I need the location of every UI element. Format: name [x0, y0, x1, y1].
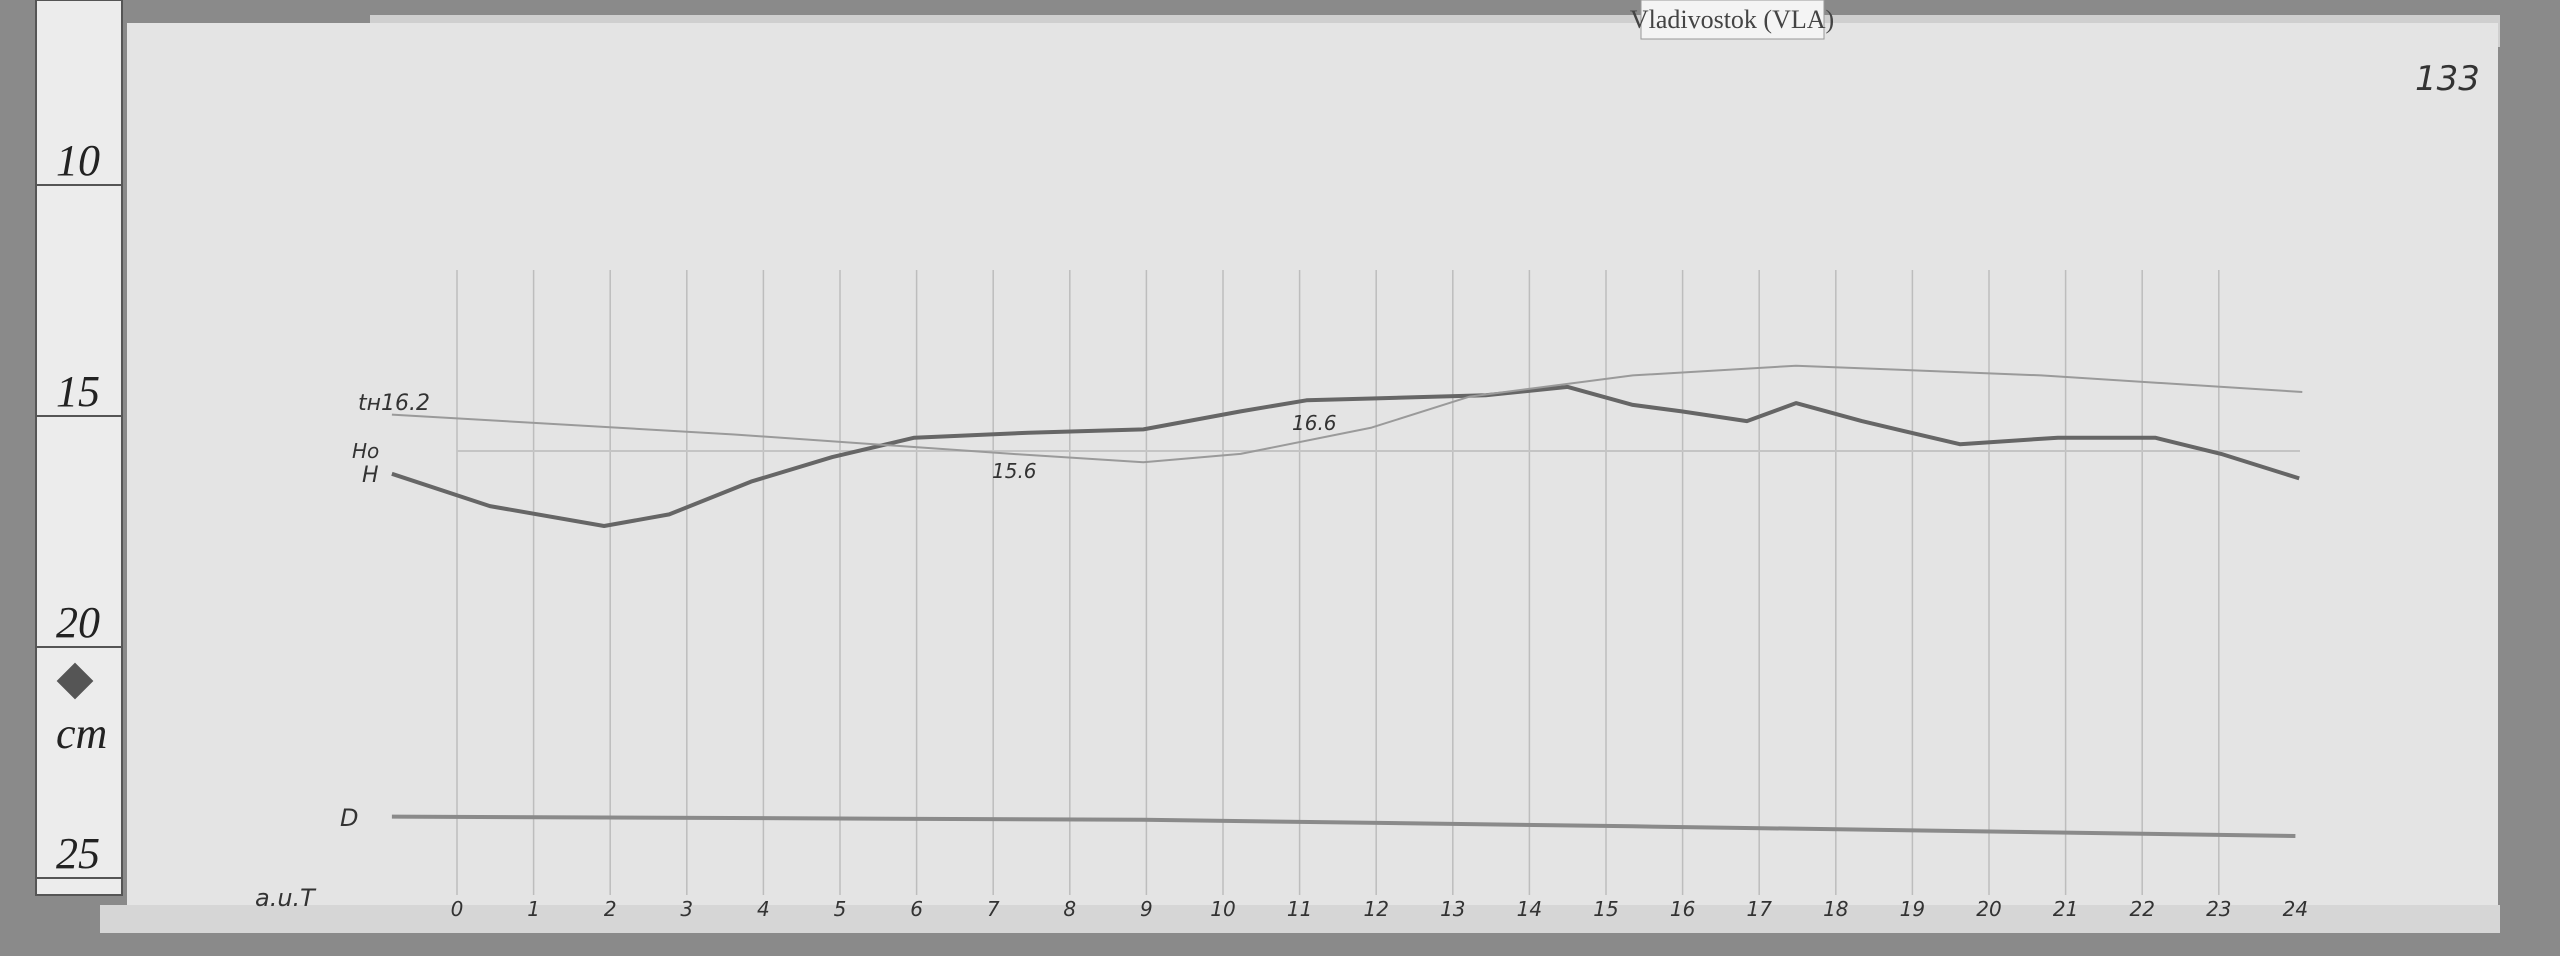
- temp-min-label: 15.6: [992, 459, 1037, 483]
- hour-tick-label: 1: [527, 897, 540, 921]
- hour-tick-label: 10: [1210, 897, 1235, 921]
- bottom-strip: [100, 905, 2500, 933]
- hour-tick-label: 24: [2283, 897, 2308, 921]
- ruler-unit: cm: [56, 709, 107, 758]
- hour-tick-label: 3: [680, 897, 693, 921]
- traces: [391, 364, 2303, 838]
- hour-tick-label: 14: [1517, 897, 1542, 921]
- hour-tick-label: 21: [2053, 897, 2078, 921]
- hour-tick-label: 22: [2129, 897, 2154, 921]
- page-number: 133: [2415, 59, 2480, 99]
- series-h-trace: [391, 384, 2300, 528]
- time-axis-label: a.u.T: [255, 884, 317, 912]
- hour-tick-label: 9: [1140, 897, 1153, 921]
- ruler-logo-icon: [56, 662, 94, 700]
- d-label: D: [340, 804, 358, 832]
- series-d-trace: [391, 814, 2296, 838]
- ruler-ticks: 10 15 20 25: [36, 136, 122, 879]
- hour-tick-label: 4: [757, 897, 770, 921]
- hour-tick-label: 19: [1900, 897, 1925, 921]
- ruler-tick-label: 10: [56, 136, 100, 185]
- h-label: H: [362, 463, 379, 488]
- hour-tick-label: 5: [834, 897, 847, 921]
- hour-tick-label: 15: [1593, 897, 1618, 921]
- ruler-tick-label: 15: [56, 367, 100, 416]
- hour-tick-label: 6: [910, 897, 923, 921]
- hour-tick-label: 12: [1363, 897, 1388, 921]
- ho-label: Ho: [352, 439, 379, 463]
- hour-tick-label: 8: [1063, 897, 1076, 921]
- temp-start-label: tн16.2: [358, 391, 430, 416]
- hour-tick-label: 18: [1823, 897, 1848, 921]
- station-label-box: [1640, 0, 1825, 40]
- ruler-tick-label: 25: [56, 829, 100, 878]
- hour-tick-label: 20: [1976, 897, 2001, 921]
- hour-tick-label: 13: [1440, 897, 1465, 921]
- hour-tick-label: 16: [1670, 897, 1695, 921]
- hour-tick-label: 11: [1287, 897, 1312, 921]
- hour-tick-label: 0: [451, 897, 464, 921]
- series-temperature-trace: [391, 364, 2303, 464]
- ruler-tick-label: 20: [56, 598, 100, 647]
- hour-grid: [456, 270, 2220, 895]
- hour-tick-label: 7: [987, 897, 1000, 921]
- station-label: Vladivostok (VLA): [1630, 5, 1834, 34]
- hour-tick-label: 2: [604, 897, 617, 921]
- hour-tick-labels: 0 1 2 3 4 5 6 7 8 9 10 11 12 13 14 15 16 17 18 19 20 21 22 23 24: [451, 897, 2308, 921]
- paper-sheet: [127, 23, 2498, 915]
- ruler: [35, 0, 123, 896]
- hour-tick-label: 17: [1746, 897, 1772, 921]
- temp-mid-label: 16.6: [1292, 411, 1337, 435]
- hour-tick-label: 23: [2206, 897, 2231, 921]
